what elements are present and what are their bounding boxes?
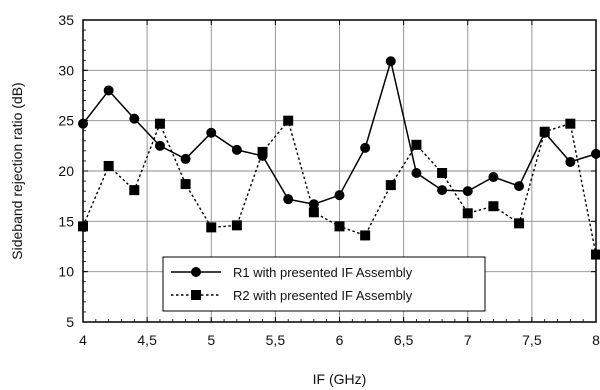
series-1-point bbox=[103, 85, 114, 96]
x-tick-label: 8 bbox=[592, 332, 600, 348]
series-2-point bbox=[308, 207, 319, 218]
x-tick-label: 4 bbox=[79, 332, 87, 348]
series-1-point bbox=[206, 127, 217, 138]
legend-label: R2 with presented IF Assembly bbox=[233, 288, 413, 303]
series-2-point bbox=[360, 230, 371, 241]
series-1-point bbox=[385, 56, 396, 67]
x-tick-label: 6,5 bbox=[394, 332, 414, 348]
series-2-point bbox=[488, 201, 499, 212]
series-2-point bbox=[103, 160, 114, 171]
y-tick-label: 25 bbox=[58, 113, 74, 129]
y-tick-label: 35 bbox=[58, 12, 74, 28]
legend-marker bbox=[191, 290, 201, 300]
y-tick-label: 10 bbox=[58, 264, 74, 280]
legend-box bbox=[162, 256, 486, 312]
series-2-point bbox=[385, 180, 396, 191]
legend-item: R1 with presented IF Assembly bbox=[171, 265, 413, 280]
tick-labels: 4 4,5 5 5,5 6 6,5 7 7,5 8 5 10 15 20 25 30 35 bbox=[58, 12, 600, 348]
y-tick-label: 5 bbox=[66, 314, 74, 330]
series-1-point bbox=[437, 185, 448, 196]
series-1-point bbox=[514, 181, 525, 192]
series-1-point bbox=[488, 172, 499, 183]
y-tick-label: 15 bbox=[58, 213, 74, 229]
series-1-point bbox=[565, 156, 576, 167]
x-tick-label: 7,5 bbox=[522, 332, 542, 348]
x-axis-label: IF (GHz) bbox=[313, 371, 367, 387]
series-1-point bbox=[154, 140, 165, 151]
y-axis-label: Sideband rejection ratio (dB) bbox=[9, 82, 25, 259]
legend-marker bbox=[191, 267, 201, 277]
y-tick-label: 30 bbox=[58, 62, 74, 78]
series-2 bbox=[78, 115, 600, 260]
series-1-point bbox=[129, 113, 140, 124]
series-1-point bbox=[411, 168, 422, 179]
series-layer bbox=[78, 56, 600, 260]
series-2-point bbox=[283, 115, 294, 126]
legend-label: R1 with presented IF Assembly bbox=[233, 265, 413, 280]
series-2-point bbox=[437, 168, 448, 179]
series-1-point bbox=[231, 144, 242, 155]
series-2-point bbox=[154, 118, 165, 129]
series-1-point bbox=[334, 190, 345, 201]
series-2-point bbox=[129, 185, 140, 196]
series-1-point bbox=[462, 186, 473, 197]
ticks bbox=[82, 19, 597, 323]
series-2-point bbox=[206, 222, 217, 233]
series-2-point bbox=[411, 139, 422, 150]
y-tick-label: 20 bbox=[58, 163, 74, 179]
x-tick-label: 6 bbox=[336, 332, 344, 348]
series-2-point bbox=[539, 126, 550, 137]
series-2-point bbox=[565, 118, 576, 129]
x-tick-label: 7 bbox=[464, 332, 472, 348]
x-tick-label: 5,5 bbox=[266, 332, 286, 348]
series-1-point bbox=[283, 194, 294, 205]
series-1-point bbox=[360, 142, 371, 153]
series-2-point bbox=[334, 221, 345, 232]
x-tick-label: 4,5 bbox=[137, 332, 157, 348]
x-tick-label: 5 bbox=[207, 332, 215, 348]
legend: R1 with presented IF Assembly R2 with pre… bbox=[162, 256, 486, 312]
series-2-point bbox=[257, 146, 268, 157]
series-2-point bbox=[231, 220, 242, 231]
series-1-point bbox=[180, 153, 191, 164]
series-2-point bbox=[514, 218, 525, 229]
legend-item: R2 with presented IF Assembly bbox=[171, 288, 413, 303]
series-2-point bbox=[462, 208, 473, 219]
series-2-point bbox=[180, 179, 191, 190]
